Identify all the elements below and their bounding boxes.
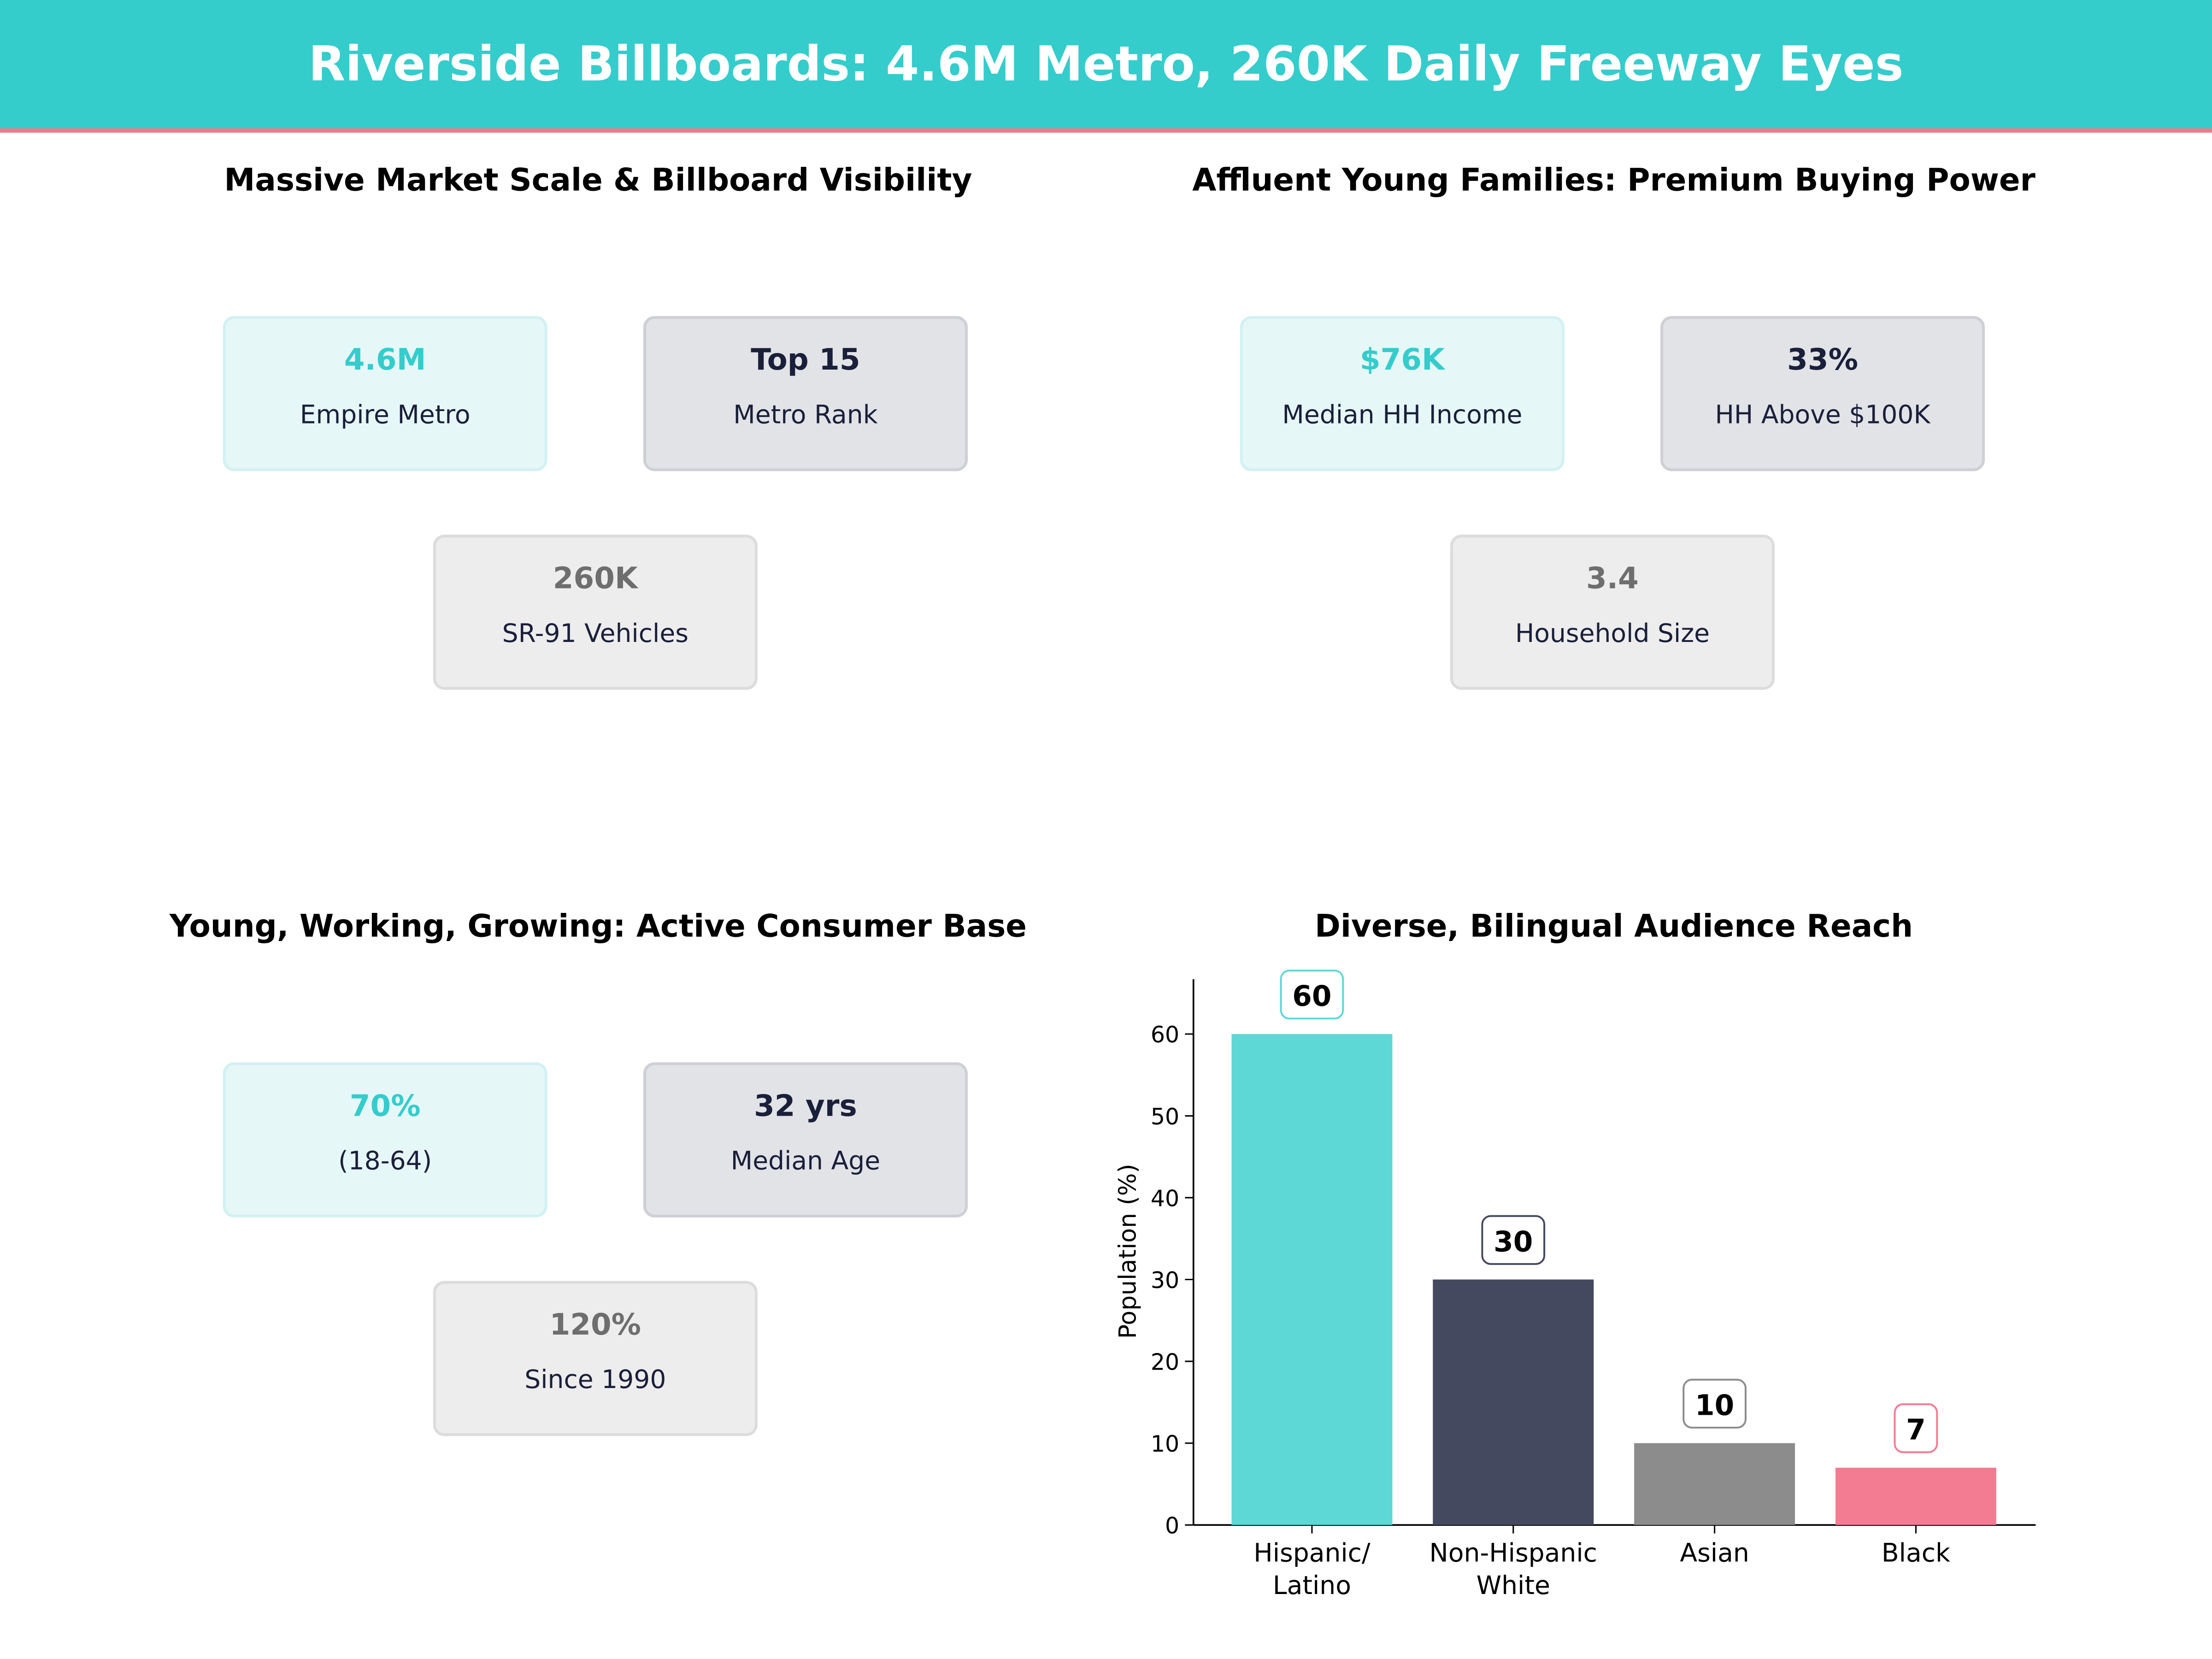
data-label-box [1894, 1403, 1938, 1453]
stat-card: 3.4 Household Size [1450, 535, 1775, 690]
stat-value: 33% [1787, 342, 1858, 377]
y-tick-label: 60 [1151, 1022, 1179, 1048]
y-tick-label: 50 [1151, 1104, 1179, 1130]
y-tick-label: 30 [1151, 1267, 1179, 1294]
stat-value: 260K [553, 561, 638, 595]
x-tick-label: Latino [1273, 1571, 1351, 1600]
stat-card: 260K SR-91 Vehicles [433, 535, 758, 690]
bar [1433, 1279, 1594, 1525]
data-label-box [1481, 1215, 1546, 1265]
stat-value: 4.6M [344, 342, 426, 377]
x-tick-label: Hispanic/ [1253, 1538, 1371, 1568]
stat-label: Household Size [1515, 619, 1710, 649]
bar [1231, 1034, 1393, 1525]
stat-value: 32 yrs [754, 1089, 857, 1123]
data-label: 10 [1695, 1389, 1734, 1422]
header-banner: Riverside Billboards: 4.6M Metro, 260K D… [0, 0, 2212, 133]
stat-label: HH Above $100K [1715, 400, 1930, 430]
stat-label: Metro Rank [733, 400, 878, 430]
stat-label: SR-91 Vehicles [502, 619, 688, 649]
data-label: 30 [1494, 1225, 1533, 1258]
stat-card: 33% HH Above $100K [1660, 316, 1985, 471]
stat-value: 70% [349, 1089, 421, 1123]
stat-card: 120% Since 1990 [433, 1281, 758, 1436]
stat-card: Top 15 Metro Rank [643, 316, 968, 471]
x-tick-label: Black [1882, 1538, 1950, 1568]
stat-value: $76K [1359, 342, 1445, 377]
data-label-box [1280, 970, 1344, 1020]
stat-card: 70% (18-64) [223, 1062, 547, 1218]
stat-card: $76K Median HH Income [1240, 316, 1565, 471]
stat-label: Since 1990 [524, 1365, 666, 1395]
stat-card: 4.6M Empire Metro [223, 316, 547, 471]
stat-value: 120% [549, 1307, 641, 1342]
stat-label: Median Age [730, 1147, 881, 1177]
y-tick-label: 0 [1165, 1513, 1179, 1539]
panel-title-market-scale: Massive Market Scale & Billboard Visibil… [224, 164, 972, 199]
panel-title-affluent-families: Affluent Young Families: Premium Buying … [1192, 164, 2036, 199]
chart-title: Diverse, Bilingual Audience Reach [1314, 910, 1913, 946]
stat-label: Empire Metro [300, 400, 471, 430]
y-axis-label: Population (%) [1114, 1164, 1141, 1339]
y-tick-label: 20 [1151, 1349, 1179, 1375]
data-label-box [1683, 1378, 1747, 1429]
stat-label: (18-64) [338, 1147, 432, 1177]
y-tick-label: 40 [1151, 1185, 1179, 1212]
y-tick-label: 10 [1151, 1431, 1179, 1457]
stat-value: Top 15 [751, 342, 860, 377]
x-tick-label: Asian [1680, 1538, 1749, 1568]
stat-card: 32 yrs Median Age [643, 1062, 968, 1218]
stat-label: Median HH Income [1282, 400, 1523, 430]
x-tick-label: White [1477, 1571, 1550, 1600]
panel-title-consumer-base: Young, Working, Growing: Active Consumer… [169, 910, 1027, 946]
x-tick-label: Non-Hispanic [1430, 1538, 1597, 1568]
stat-value: 3.4 [1586, 561, 1639, 595]
page-title: Riverside Billboards: 4.6M Metro, 260K D… [308, 36, 1904, 93]
bar [1835, 1467, 1996, 1525]
bar [1634, 1443, 1795, 1525]
data-label: 60 [1292, 980, 1331, 1013]
data-label: 7 [1906, 1414, 1926, 1447]
